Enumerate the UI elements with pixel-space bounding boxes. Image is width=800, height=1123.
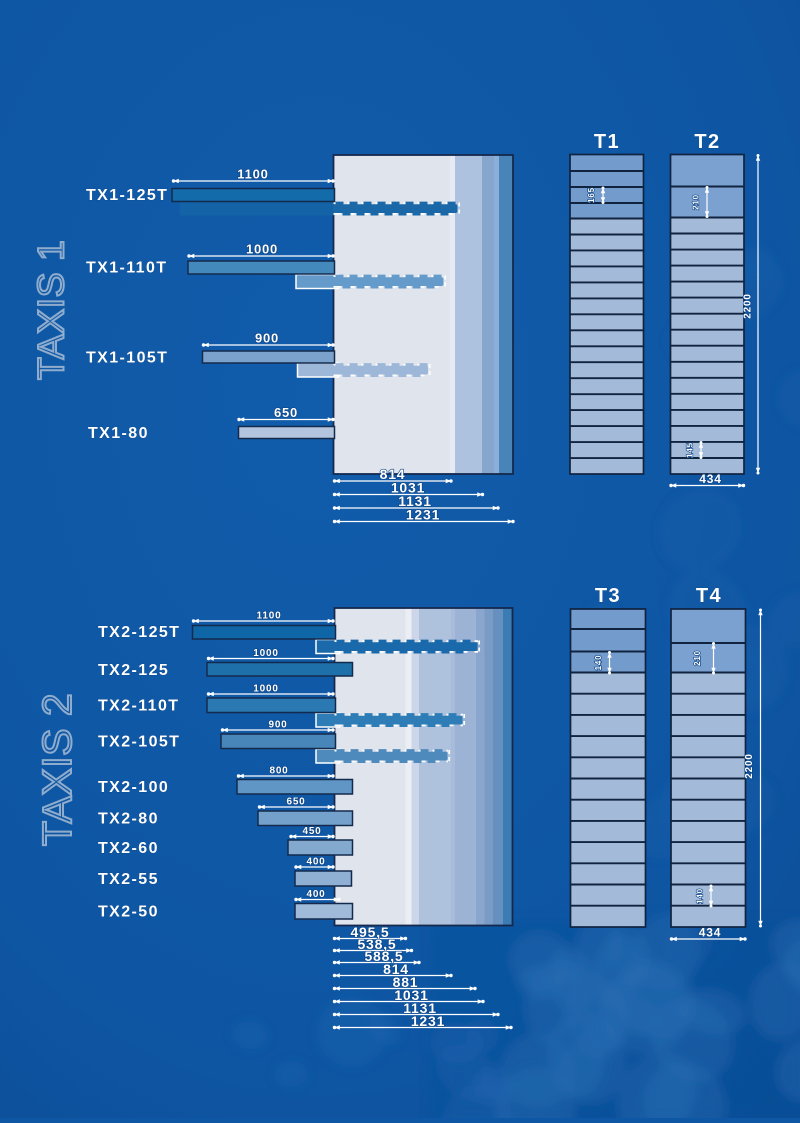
svg-text:881: 881 (393, 974, 419, 990)
svg-text:1000: 1000 (253, 684, 278, 695)
svg-text:650: 650 (286, 797, 305, 808)
svg-text:538,5: 538,5 (357, 936, 396, 952)
svg-text:814: 814 (383, 961, 409, 977)
svg-text:140: 140 (696, 888, 705, 904)
svg-text:434: 434 (699, 472, 721, 486)
svg-text:210: 210 (693, 650, 702, 666)
svg-text:TX2-105T: TX2-105T (98, 734, 180, 751)
svg-text:900: 900 (268, 720, 287, 731)
svg-text:TX2-125T: TX2-125T (98, 624, 180, 641)
svg-text:T3: T3 (595, 585, 621, 607)
svg-text:TX2-60: TX2-60 (98, 840, 159, 857)
svg-text:400: 400 (306, 889, 325, 900)
svg-text:588,5: 588,5 (364, 948, 403, 964)
svg-text:TX2-125: TX2-125 (98, 662, 169, 679)
svg-text:1131: 1131 (403, 1000, 437, 1016)
svg-text:495,5: 495,5 (350, 924, 389, 940)
svg-text:TAXIS 1: TAXIS 1 (30, 240, 72, 380)
svg-text:800: 800 (269, 766, 288, 777)
svg-text:TX1-80: TX1-80 (88, 425, 149, 442)
svg-text:TX2-55: TX2-55 (98, 871, 159, 888)
svg-text:210: 210 (692, 194, 701, 210)
svg-text:1000: 1000 (253, 648, 278, 659)
svg-text:165: 165 (587, 187, 596, 203)
svg-text:1100: 1100 (237, 167, 268, 182)
svg-text:1000: 1000 (246, 242, 278, 257)
svg-text:1231: 1231 (406, 507, 440, 523)
svg-text:814: 814 (380, 466, 406, 482)
svg-text:1100: 1100 (257, 611, 282, 622)
svg-text:T2: T2 (694, 131, 720, 153)
svg-text:T4: T4 (696, 585, 722, 607)
svg-text:140: 140 (594, 655, 603, 671)
svg-text:TAXIS 2: TAXIS 2 (34, 693, 80, 846)
svg-text:TX2-110T: TX2-110T (98, 698, 179, 715)
svg-text:TX1-125T: TX1-125T (86, 187, 168, 204)
svg-text:1131: 1131 (398, 493, 432, 509)
svg-text:434: 434 (699, 926, 721, 940)
svg-text:1231: 1231 (411, 1013, 445, 1029)
svg-text:TX2-50: TX2-50 (98, 904, 159, 921)
svg-text:TX2-100: TX2-100 (98, 779, 169, 796)
svg-text:TX2-80: TX2-80 (98, 811, 159, 828)
svg-text:400: 400 (306, 857, 325, 868)
svg-text:2200: 2200 (744, 753, 755, 778)
svg-text:1031: 1031 (391, 480, 425, 496)
svg-text:TX1-110T: TX1-110T (86, 260, 167, 277)
svg-text:450: 450 (302, 826, 321, 837)
svg-text:145: 145 (686, 442, 695, 458)
svg-text:2200: 2200 (743, 293, 754, 318)
svg-text:T1: T1 (594, 131, 620, 153)
svg-text:TX1-105T: TX1-105T (86, 350, 168, 367)
svg-text:1031: 1031 (394, 987, 428, 1003)
svg-text:650: 650 (274, 405, 298, 420)
svg-text:900: 900 (255, 331, 279, 346)
